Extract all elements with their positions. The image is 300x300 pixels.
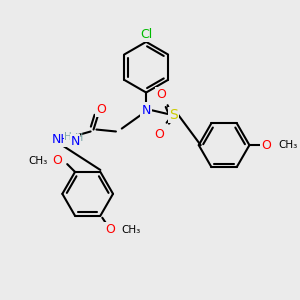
Text: O: O [154,128,164,141]
Text: N: N [70,135,80,148]
Text: NH: NH [51,133,70,146]
Text: O: O [156,88,166,101]
Text: H: H [75,133,83,143]
Text: CH₃: CH₃ [28,156,48,166]
Text: S: S [169,108,178,122]
Text: H: H [64,132,72,142]
Text: O: O [96,103,106,116]
Text: CH₃: CH₃ [279,140,298,150]
Text: O: O [261,139,271,152]
Text: O: O [105,223,115,236]
Text: CH₃: CH₃ [122,225,141,236]
Text: Cl: Cl [140,28,152,40]
Text: N: N [142,103,151,117]
Text: O: O [52,154,62,167]
